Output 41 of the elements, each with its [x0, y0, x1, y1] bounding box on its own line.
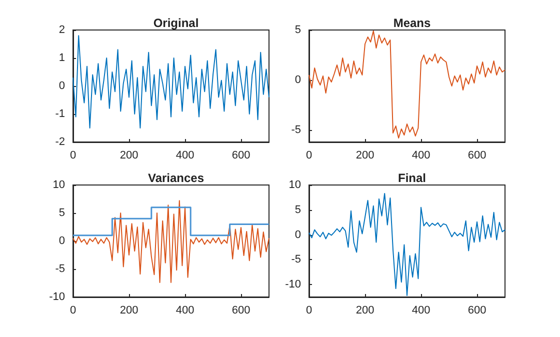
- x-tick-label: 0: [306, 150, 312, 162]
- chart-title: Original: [153, 16, 199, 30]
- x-tick-label: 400: [176, 150, 194, 162]
- y-tick-label: 0: [294, 228, 301, 241]
- y-tick-label: 2: [58, 24, 65, 36]
- y-tick-label: -5: [291, 124, 301, 136]
- chart-title: Means: [393, 16, 431, 30]
- y-tick-label: 1: [58, 52, 65, 64]
- x-tick-label: 600: [468, 150, 486, 162]
- y-tick-label: 5: [294, 204, 301, 216]
- x-tick-label: 200: [120, 150, 138, 162]
- chart-title: Variances: [148, 171, 204, 185]
- y-tick-label: 10: [288, 179, 301, 191]
- line-series: [72, 200, 270, 283]
- x-tick-label: 200: [120, 304, 138, 316]
- x-tick-label: 600: [468, 304, 486, 316]
- chart-title: Final: [398, 171, 426, 185]
- y-tick-label: 0: [294, 74, 301, 86]
- x-tick-label: 0: [70, 304, 76, 316]
- x-tick-label: 0: [70, 150, 76, 162]
- y-tick-label: -2: [55, 136, 65, 148]
- x-tick-label: 400: [412, 304, 430, 316]
- y-tick-label: -5: [55, 263, 65, 275]
- y-tick-label: -1: [55, 108, 65, 120]
- y-tick-label: 0: [58, 235, 65, 247]
- line-series: [308, 30, 506, 138]
- line-series: [72, 35, 270, 128]
- y-tick-label: 5: [58, 207, 65, 219]
- x-tick-label: 0: [306, 304, 312, 316]
- y-tick-label: 0: [58, 80, 65, 92]
- y-tick-label: -10: [285, 278, 301, 291]
- y-tick-label: 10: [52, 179, 65, 191]
- y-tick-label: -10: [49, 291, 65, 303]
- y-tick-label: 5: [294, 24, 301, 36]
- y-tick-label: -5: [291, 254, 301, 266]
- x-tick-label: 600: [232, 304, 250, 316]
- x-tick-label: 600: [232, 150, 250, 162]
- x-tick-label: 400: [412, 150, 430, 162]
- x-tick-label: 200: [356, 150, 374, 162]
- x-tick-label: 200: [356, 304, 374, 316]
- x-tick-label: 400: [176, 304, 194, 316]
